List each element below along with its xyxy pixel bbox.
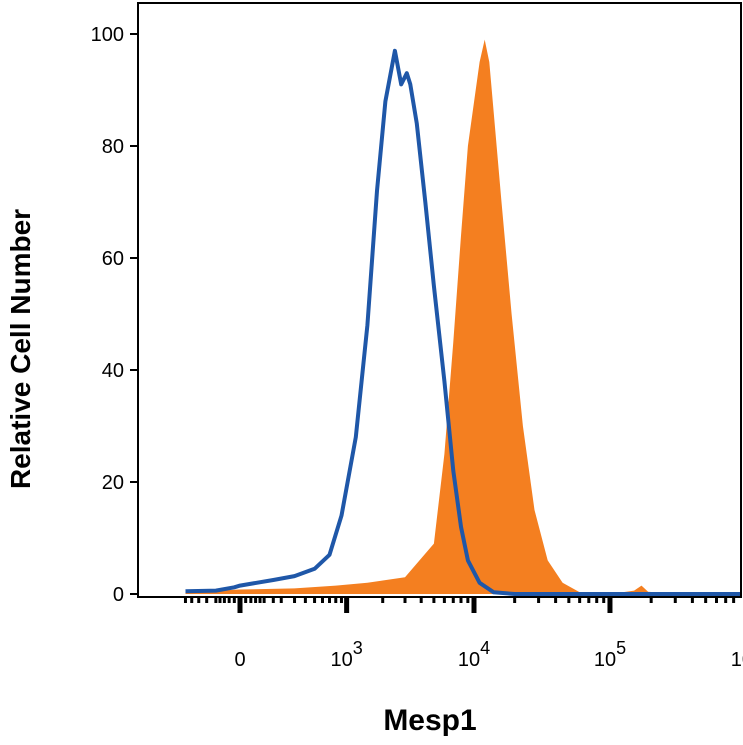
x-axis-title: Mesp1	[383, 704, 476, 737]
x-tick-label: 105	[594, 638, 626, 671]
outline-histogram-series	[185, 48, 740, 596]
y-tick-label: 40	[102, 360, 124, 382]
y-tick-label: 80	[102, 136, 124, 158]
y-tick-label: 100	[91, 24, 124, 46]
x-tick-label: 0	[234, 649, 245, 671]
x-tick-label: 103	[331, 638, 363, 671]
y-tick-label: 20	[102, 472, 124, 494]
x-tick-label: 104	[458, 638, 490, 671]
y-axis-title: Relative Cell Number	[5, 209, 36, 489]
plot-frame	[137, 2, 742, 598]
y-tick-label: 0	[113, 584, 124, 606]
y-tick-label: 60	[102, 248, 124, 270]
filled-histogram-series	[185, 39, 740, 595]
x-tick-label: 106	[731, 638, 743, 671]
